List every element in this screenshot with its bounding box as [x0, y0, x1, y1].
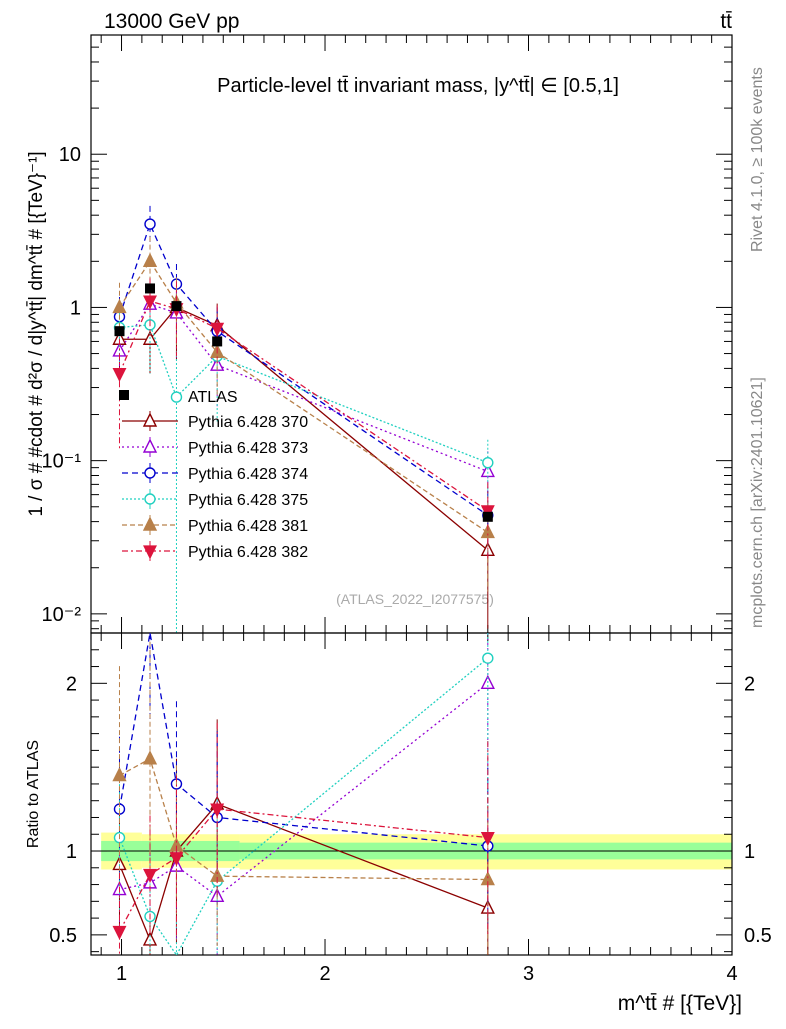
legend-item-atlas: ATLAS — [119, 389, 238, 406]
ratio-axis-ticks: 1 2 3 4 0.5 0.5 1 1 2 2 — [49, 633, 772, 985]
legend-marker — [142, 412, 158, 427]
series-381-ratio-point — [142, 750, 158, 765]
series-381-ratio-point — [112, 766, 127, 782]
y-axis-label: 1 / σ # #cdot # d²σ / d|y^tt̄| dm^tt̄ # … — [26, 151, 47, 516]
series-381-point — [112, 298, 127, 314]
main-axis-ticks: 10⁻² 10⁻¹ 1 10 — [42, 34, 733, 633]
x-tick-label: 3 — [523, 963, 534, 985]
legend-item: Pythia 6.428 382 — [122, 541, 308, 561]
series-382-line — [118, 300, 489, 512]
atlas-data-point — [171, 301, 182, 312]
main-panel: Particle-level tt̄ invariant mass, |y^tt… — [26, 34, 733, 634]
x-tick-label: 1 — [116, 963, 127, 985]
legend-item: Pythia 6.428 375 — [122, 489, 308, 509]
legend-atlas-label: ATLAS — [188, 389, 238, 406]
legend-item: Pythia 6.428 374 — [122, 463, 308, 483]
legend-marker — [144, 467, 156, 479]
legend-marker — [143, 545, 157, 560]
ratio-tick-label-right: 1 — [744, 841, 755, 863]
series-373-ratio-line — [119, 682, 489, 898]
atlas-data-point — [145, 283, 156, 294]
series-382-ratio-point — [210, 803, 225, 818]
ratio-y-axis-label: Ratio to ATLAS — [25, 740, 42, 848]
y-tick-label: 10 — [59, 144, 81, 166]
series-382-ratio-point — [143, 868, 157, 883]
legend-item: Pythia 6.428 381 — [122, 515, 308, 535]
series-382-point — [143, 295, 157, 310]
series-381-point — [480, 523, 495, 539]
series-375-point — [482, 456, 494, 469]
series-374-point — [144, 218, 156, 230]
ratio-tick-label: 0.5 — [49, 925, 77, 947]
series-370-ratio-line — [118, 803, 489, 942]
ratio-panel: Ratio to ATLAS 1 2 3 4 0.5 0.5 1 1 2 2 m^tt̄ # [{… — [25, 632, 772, 1015]
legend-marker — [142, 438, 158, 453]
legend-marker — [142, 516, 158, 531]
legend: ATLAS Pythia 6.428 370 Pythia 6.428 373 Pyt… — [119, 389, 308, 561]
process-label: tt̄ — [720, 10, 732, 33]
legend-label: Pythia 6.428 370 — [188, 414, 308, 431]
series-382-point — [112, 367, 127, 382]
series-382-ratio-point — [112, 925, 127, 940]
legend-label: Pythia 6.428 381 — [188, 518, 308, 535]
plot-title: Particle-level tt̄ invariant mass, |y^tt… — [217, 75, 619, 97]
ratio-tick-label-right: 2 — [744, 673, 755, 695]
legend-item: Pythia 6.428 373 — [122, 437, 308, 457]
mcplots-label: mcplots.cern.ch [arXiv:2401.10621] — [749, 377, 766, 628]
main-data-layer — [114, 283, 493, 522]
legend-label: Pythia 6.428 382 — [188, 544, 308, 561]
atlas-data-point — [482, 511, 493, 522]
ratio-tick-label-right: 0.5 — [744, 925, 772, 947]
legend-atlas-marker — [119, 390, 129, 400]
atlas-data-point — [212, 336, 223, 347]
x-tick-label: 2 — [319, 963, 330, 985]
ratio-series-layer — [112, 632, 495, 957]
ratio-tick-label: 2 — [66, 673, 77, 695]
y-tick-label: 10⁻² — [42, 604, 82, 626]
rivet-label: Rivet 4.1.0, ≥ 100k events — [749, 67, 766, 252]
series-375-ratio-line — [118, 657, 489, 957]
x-tick-label: 4 — [726, 963, 737, 985]
series-382-ratio-point — [169, 852, 184, 867]
series-381-ratio-line — [119, 757, 488, 881]
series-370-ratio-point — [142, 931, 158, 946]
series-375-ratio-point — [482, 652, 494, 664]
series-375-point — [170, 391, 183, 403]
series-374-ratio-line — [118, 632, 488, 847]
legend-marker — [144, 493, 156, 505]
atlas-data-point — [114, 326, 125, 337]
series-373-line — [118, 303, 489, 473]
legend-label: Pythia 6.428 373 — [188, 440, 308, 457]
series-382-ratio-point — [480, 832, 495, 846]
legend-item: Pythia 6.428 370 — [122, 411, 308, 431]
collision-label: 13000 GeV pp — [104, 10, 239, 33]
x-axis-label: m^tt̄ # [{TeV}] — [618, 992, 742, 1015]
legend-label: Pythia 6.428 375 — [188, 492, 308, 509]
ratio-frame — [90, 632, 733, 956]
y-tick-label: 10⁻¹ — [42, 451, 82, 473]
series-381-point — [142, 252, 158, 268]
ratio-tick-label: 1 — [66, 841, 77, 863]
legend-label: Pythia 6.428 374 — [188, 466, 308, 483]
series-382-ratio-line — [118, 808, 488, 932]
y-tick-label: 1 — [70, 297, 81, 319]
analysis-tag: (ATLAS_2022_I2077575) — [336, 591, 494, 607]
series-382-point — [210, 322, 225, 337]
